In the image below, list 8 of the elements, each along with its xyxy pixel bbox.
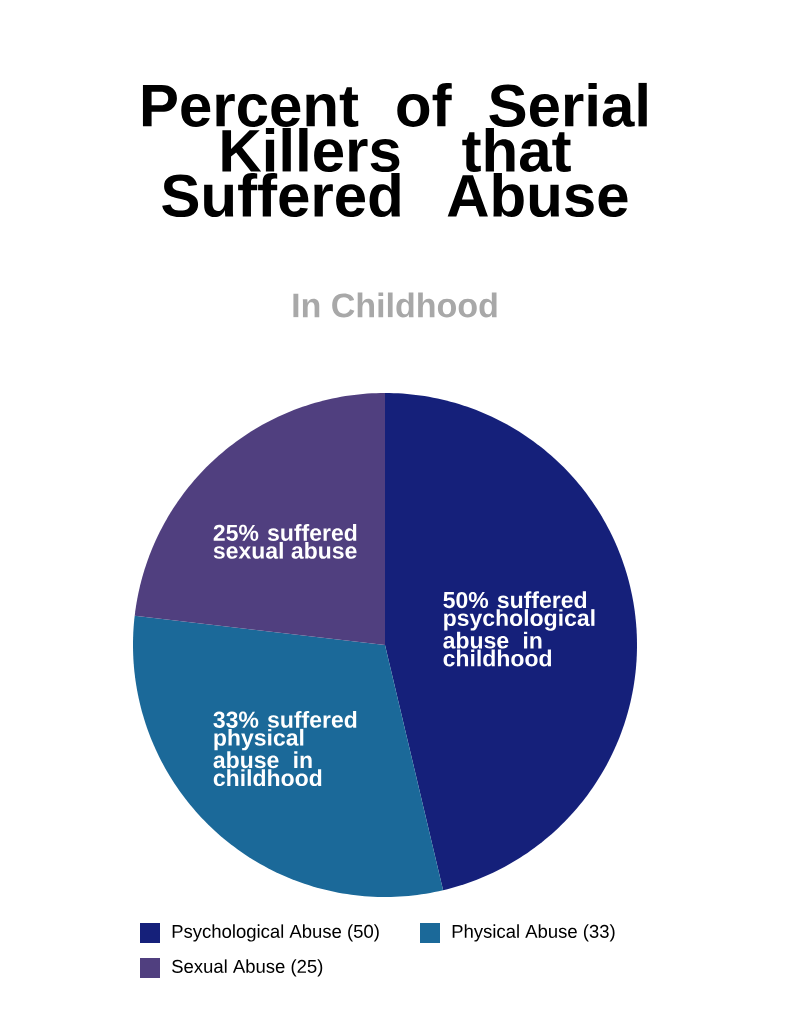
text: 33% suffered physical abuse in childhood: [213, 710, 357, 787]
legend-label: Physical Abuse (33): [452, 924, 615, 942]
chart-subtitle: In Childhood: [293, 292, 497, 318]
legend-label: Psychological Abuse (50): [172, 924, 379, 942]
text: 25% suffered sexual abuse: [213, 524, 357, 559]
chart-title: Percent of Serial Killers that Suffered Abuse: [142, 82, 647, 218]
legend-label: Sexual Abuse (25): [172, 959, 323, 977]
text: 50% suffered psychological abuse in childhood: [443, 591, 595, 667]
